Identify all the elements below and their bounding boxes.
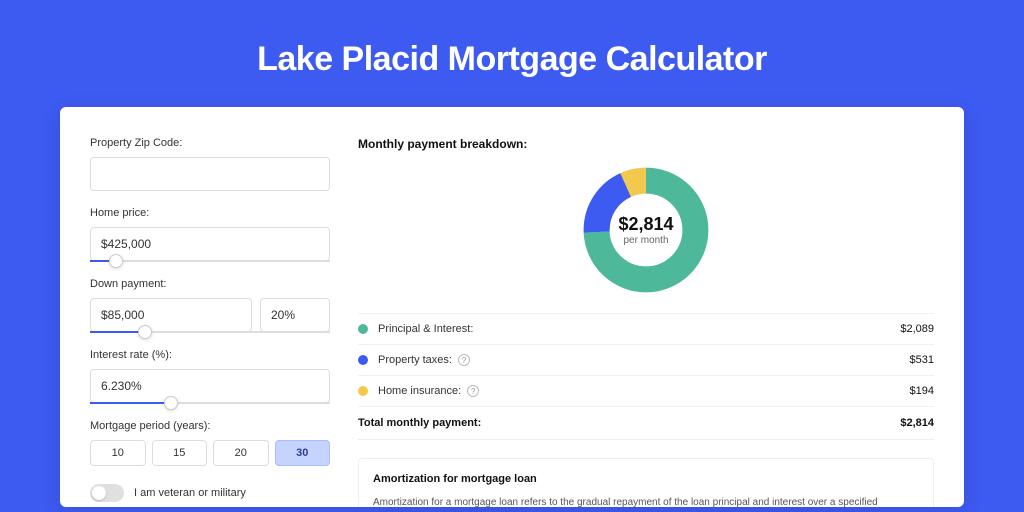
legend-row: Property taxes:?$531 [358,344,934,375]
period-btn-10[interactable]: 10 [90,440,146,466]
period-btn-15[interactable]: 15 [152,440,208,466]
down-payment-label: Down payment: [90,278,330,290]
period-label: Mortgage period (years): [90,420,330,432]
zip-input[interactable] [90,157,330,191]
legend-label: Principal & Interest: [378,323,900,335]
inputs-column: Property Zip Code: Home price: Down paym… [90,137,330,507]
total-row: Total monthly payment: $2,814 [358,407,934,440]
veteran-toggle-knob [92,486,106,500]
page-title: Lake Placid Mortgage Calculator [60,40,964,79]
info-icon[interactable]: ? [467,385,479,397]
period-btn-20[interactable]: 20 [213,440,269,466]
total-label: Total monthly payment: [358,417,900,429]
zip-group: Property Zip Code: [90,137,330,191]
legend-row: Home insurance:?$194 [358,375,934,407]
veteran-toggle[interactable] [90,484,124,502]
interest-rate-slider-thumb[interactable] [164,396,178,410]
down-payment-group: Down payment: [90,278,330,333]
interest-rate-group: Interest rate (%): [90,349,330,404]
legend-row: Principal & Interest:$2,089 [358,313,934,344]
legend-value: $531 [910,354,934,366]
period-group: Mortgage period (years): 10152030 [90,420,330,466]
period-btn-30[interactable]: 30 [275,440,331,466]
legend-dot [358,355,368,365]
home-price-slider-thumb[interactable] [109,254,123,268]
donut-center-sub: per month [623,235,668,246]
home-price-label: Home price: [90,207,330,219]
breakdown-title: Monthly payment breakdown: [358,137,934,151]
amortization-title: Amortization for mortgage loan [373,473,919,485]
down-payment-input[interactable] [90,298,252,332]
calculator-card: Property Zip Code: Home price: Down paym… [60,107,964,507]
legend-value: $2,089 [900,323,934,335]
payment-donut-chart: $2,814 per month [581,165,711,295]
veteran-label: I am veteran or military [134,487,246,499]
veteran-row: I am veteran or military [90,484,330,502]
breakdown-column: Monthly payment breakdown: $2,814 per mo… [358,137,934,507]
amortization-text: Amortization for a mortgage loan refers … [373,495,919,507]
interest-rate-slider[interactable] [90,402,330,404]
legend-label: Home insurance:? [378,385,910,397]
legend-value: $194 [910,385,934,397]
total-value: $2,814 [900,417,934,429]
down-payment-slider[interactable] [90,331,330,333]
interest-rate-label: Interest rate (%): [90,349,330,361]
legend-label: Property taxes:? [378,354,910,366]
donut-center-amount: $2,814 [618,214,673,235]
down-payment-slider-thumb[interactable] [138,325,152,339]
down-payment-pct-input[interactable] [260,298,330,332]
home-price-group: Home price: [90,207,330,262]
home-price-input[interactable] [90,227,330,261]
info-icon[interactable]: ? [458,354,470,366]
home-price-slider[interactable] [90,260,330,262]
legend-dot [358,324,368,334]
zip-label: Property Zip Code: [90,137,330,149]
legend-dot [358,386,368,396]
interest-rate-input[interactable] [90,369,330,403]
amortization-box: Amortization for mortgage loan Amortizat… [358,458,934,507]
